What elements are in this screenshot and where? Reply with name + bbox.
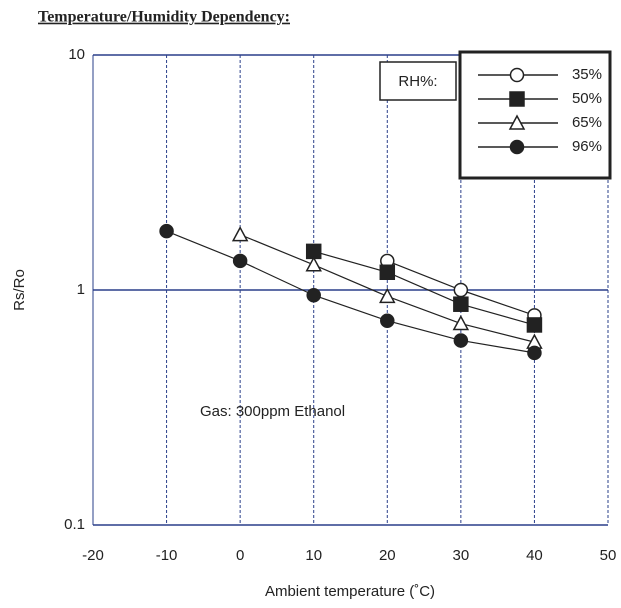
- legend-label: 96%: [572, 138, 602, 155]
- y-tick-label: 1: [77, 281, 85, 298]
- x-axis-label: Ambient temperature (˚C): [265, 583, 435, 600]
- x-tick-label: 40: [526, 547, 543, 564]
- legend-label: 35%: [572, 66, 602, 83]
- series-line: [314, 251, 535, 325]
- x-tick-label: 30: [453, 547, 470, 564]
- x-tick-label: 50: [600, 547, 617, 564]
- marker: [380, 265, 394, 279]
- x-tick-label: 10: [305, 547, 322, 564]
- x-tick-label: -20: [82, 547, 104, 564]
- marker: [380, 289, 394, 302]
- y-axis-label: Rs/Ro: [11, 269, 28, 311]
- y-tick-label: 0.1: [64, 516, 85, 533]
- marker: [234, 254, 247, 267]
- marker: [511, 69, 524, 82]
- marker: [233, 228, 247, 241]
- y-tick-label: 10: [68, 46, 85, 63]
- x-tick-label: 0: [236, 547, 244, 564]
- marker: [454, 317, 468, 330]
- chart-title: Temperature/Humidity Dependency:: [38, 9, 290, 26]
- marker: [510, 92, 524, 106]
- legend-title: RH%:: [398, 73, 437, 90]
- chart: Temperature/Humidity Dependency: Ambient…: [0, 0, 621, 608]
- series-line: [167, 231, 535, 353]
- marker: [528, 346, 541, 359]
- legend-label: 50%: [572, 90, 602, 107]
- marker: [307, 258, 321, 271]
- x-tick-label: -10: [156, 547, 178, 564]
- annotation: Gas: 300ppm Ethanol: [200, 403, 345, 420]
- marker: [454, 284, 467, 297]
- legend-label: 65%: [572, 114, 602, 131]
- marker: [527, 318, 541, 332]
- marker: [454, 297, 468, 311]
- marker: [160, 225, 173, 238]
- marker: [307, 289, 320, 302]
- marker: [454, 334, 467, 347]
- marker: [511, 141, 524, 154]
- x-tick-label: 20: [379, 547, 396, 564]
- marker: [381, 314, 394, 327]
